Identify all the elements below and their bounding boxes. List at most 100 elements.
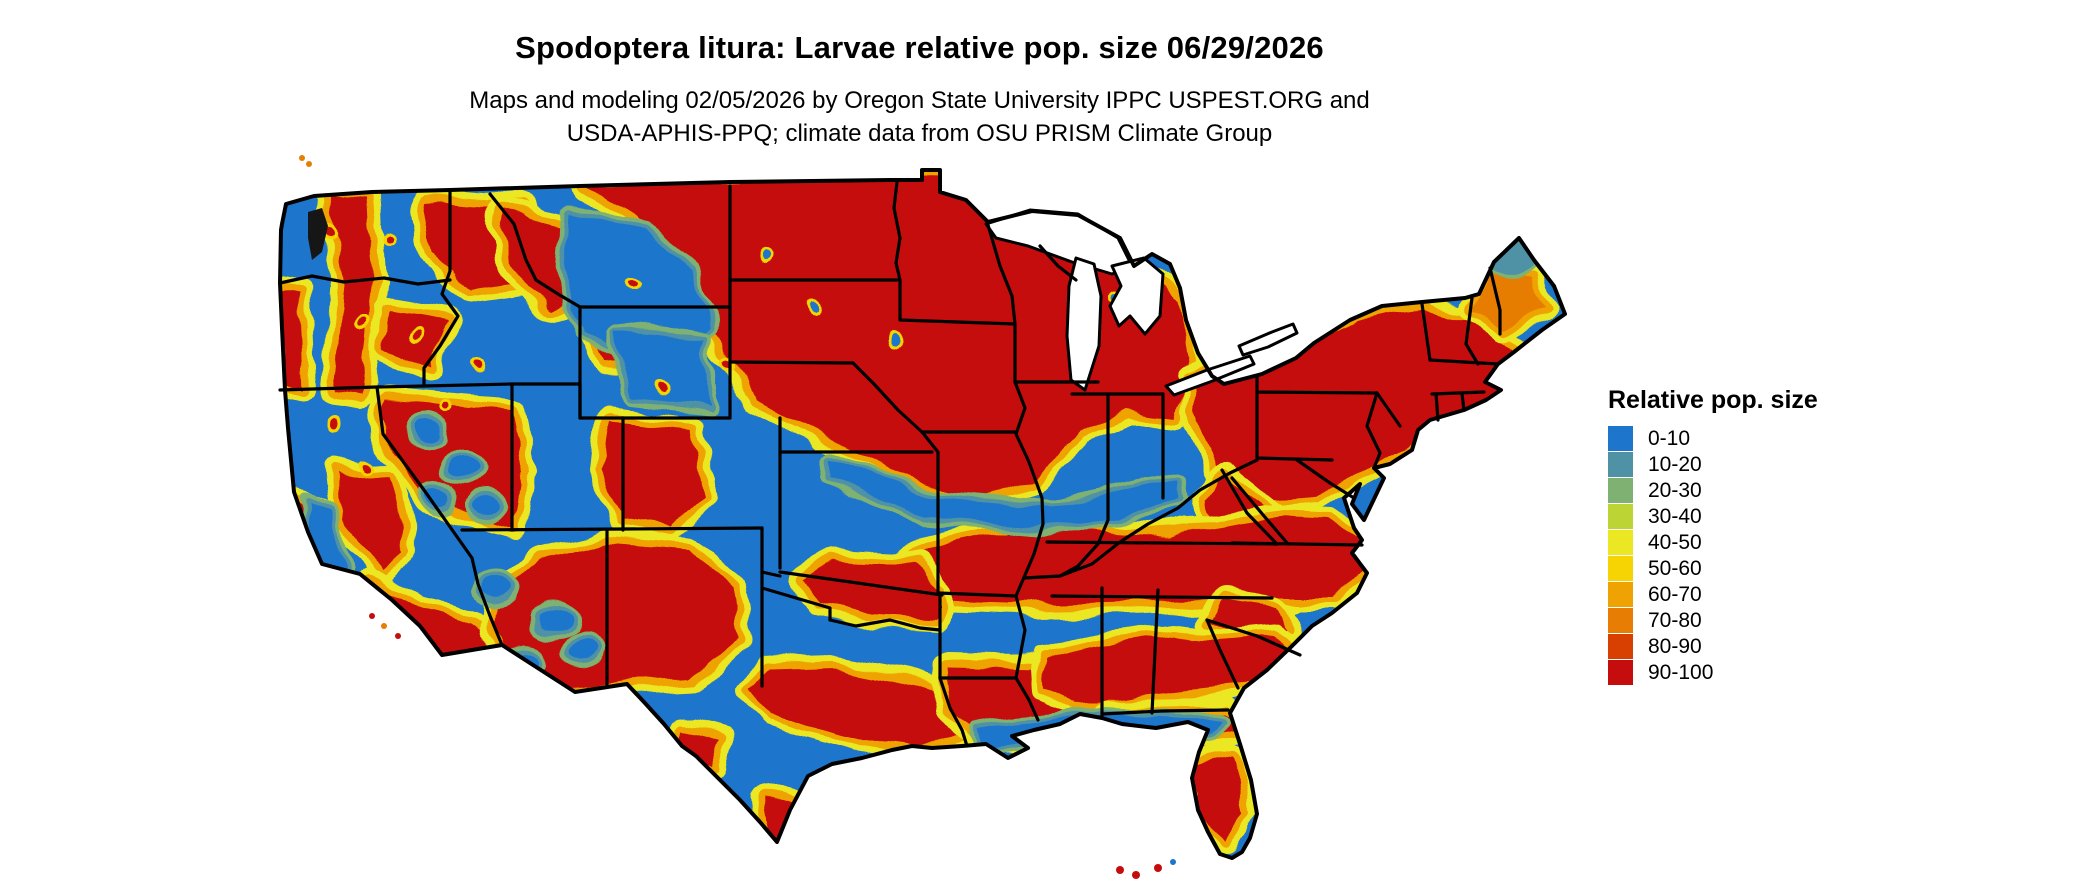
border-red-river-tx-ok [828, 618, 942, 632]
map-region-central-florida [1188, 756, 1246, 844]
us-map-svg [278, 155, 1567, 879]
map-region-cascades [330, 194, 374, 396]
map-region-west-texas-big-bend [677, 728, 722, 768]
border-vt-ny [1420, 302, 1432, 362]
legend-row: 20-30 [1608, 477, 1908, 503]
raster-field [280, 170, 1565, 858]
map-region-southern-california [364, 580, 502, 663]
map-region-nevada-valley-patch [474, 497, 500, 515]
map-region-nevada-valley-patch [413, 420, 441, 440]
border-ky-tn-va-nc [1045, 540, 1364, 547]
border-nc-sc [1205, 618, 1302, 657]
map-region-sierra-nevada [338, 470, 406, 570]
border-wa-or [278, 274, 452, 286]
lake-huron [1108, 256, 1165, 336]
channel-islands-dot [395, 633, 401, 639]
legend-swatch [1608, 633, 1633, 659]
border-mississippi-river-lower [1014, 594, 1040, 722]
map-region-rim [298, 180, 310, 192]
legend: Relative pop. size 0-10 10-20 20-30 30-40 40… [1608, 386, 1908, 685]
legend-swatch [1608, 581, 1633, 607]
legend-swatch [1608, 451, 1633, 477]
salish-sea-dot [306, 161, 312, 167]
channel-islands-dot [369, 613, 375, 619]
border-tn-south [1050, 594, 1274, 600]
us-map [272, 148, 1567, 888]
lake-ontario [1237, 322, 1299, 357]
border-ky-va-ridge [1220, 468, 1279, 546]
map-region-gulf-coastal-plain-belt [1044, 636, 1304, 704]
map-region-wyoming-basin [614, 330, 710, 406]
map-region-northern-plains-upper-midwest [584, 174, 1192, 500]
legend-bin-label: 10-20 [1648, 452, 1702, 476]
puget-sound [308, 208, 328, 260]
us-outline [278, 168, 1567, 860]
legend-bin-label: 80-90 [1648, 634, 1702, 658]
legend-bin-label: 40-50 [1648, 530, 1702, 554]
map-region-arizona-new-mexico [494, 543, 742, 688]
border-wi-mi-up [1038, 244, 1078, 282]
map-region-maine-interior [1474, 270, 1544, 330]
border-tx-la-sabine [938, 676, 969, 748]
offshore-islands [299, 155, 1176, 879]
border-mn-wi [986, 223, 1017, 384]
border-id-mt [488, 192, 582, 309]
florida-keys-dot [1116, 866, 1124, 874]
border-idaho-west [422, 188, 460, 388]
legend-bin-label: 30-40 [1648, 504, 1702, 528]
border-ga-fl [1100, 708, 1230, 716]
legend-bin-label: 90-100 [1648, 660, 1714, 684]
legend-row: 60-70 [1608, 581, 1908, 607]
legend-swatch [1608, 477, 1633, 503]
border-sd-ne [728, 360, 855, 365]
legend-row: 50-60 [1608, 555, 1908, 581]
map-subtitle-line1: Maps and modeling 02/05/2026 by Oregon S… [469, 87, 1370, 114]
map-region-colorado-rockies [602, 420, 704, 528]
legend-swatch [1608, 659, 1633, 685]
florida-keys-dot [1132, 871, 1140, 879]
map-subtitle: Maps and modeling 02/05/2026 by Oregon S… [272, 84, 1567, 150]
border-wv-va [1230, 476, 1290, 546]
map-title: Spodoptera litura: Larvae relative pop. … [515, 30, 1324, 65]
florida-keys-dot [1170, 859, 1176, 865]
legend-row: 70-80 [1608, 607, 1908, 633]
border-ohio-river [1022, 458, 1259, 580]
border-vt-nh [1464, 296, 1480, 366]
map-subtitle-line2: USDA-APHIS-PPQ; climate data from OSU PR… [566, 120, 1273, 147]
legend-bin-label: 0-10 [1648, 426, 1691, 450]
border-potomac-md-va [1295, 458, 1356, 500]
channel-islands-dot [381, 623, 387, 629]
legend-swatch [1608, 607, 1633, 633]
map-region-oklahoma [804, 560, 940, 620]
legend-title: Relative pop. size [1608, 386, 1818, 414]
lake-michigan [1065, 256, 1103, 392]
legend-bin-label: 20-30 [1648, 478, 1702, 502]
salish-sea-dot [299, 155, 305, 161]
border-missouri-river-mo-west [851, 361, 940, 595]
border-ca-nv-colorado-river [375, 385, 504, 647]
border-ny-nj-hudson [1365, 391, 1402, 470]
border-al-ga [1150, 588, 1160, 715]
map-region-midwest-transition-band [827, 458, 1180, 528]
legend-row: 10-20 [1608, 451, 1908, 477]
border-ga-sc-savannah [1205, 618, 1240, 690]
legend-bin-label: 50-60 [1648, 556, 1702, 580]
border-me-nh [1488, 266, 1502, 336]
border-red-river-mn [892, 180, 1017, 326]
border-pa-box [1255, 376, 1379, 462]
legend-rows: 0-10 10-20 20-30 30-40 40-50 50-60 60-70 70-80 8… [1608, 425, 1908, 685]
border-ma-north-south [1428, 358, 1500, 396]
legend-row: 0-10 [1608, 425, 1908, 451]
border-42nd-parallel [278, 382, 582, 392]
legend-row: 30-40 [1608, 503, 1908, 529]
map-region-arizona-valley-patch [570, 640, 598, 660]
border-ks-ok [778, 570, 944, 597]
map-region-nevada-valley-patch [448, 457, 480, 479]
legend-row: 90-100 [1608, 659, 1908, 685]
border-37th-parallel-west [460, 526, 764, 532]
legend-swatch [1608, 425, 1633, 451]
legend-row: 80-90 [1608, 633, 1908, 659]
border-ok-panhandle [760, 570, 832, 622]
legend-swatch [1608, 503, 1633, 529]
